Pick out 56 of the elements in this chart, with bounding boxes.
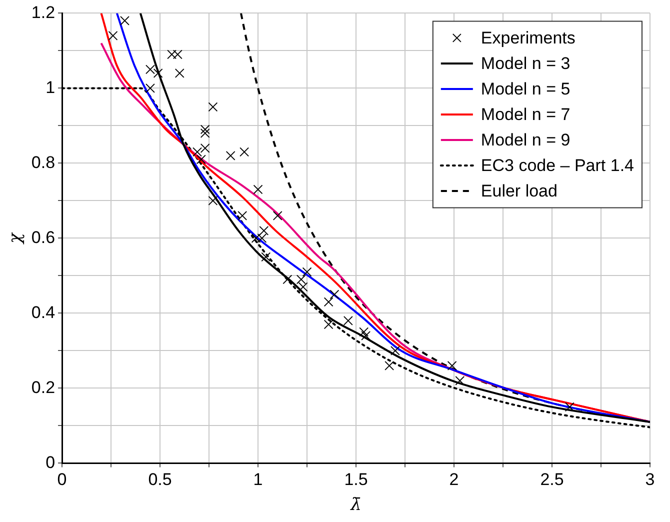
point xyxy=(455,376,465,386)
point xyxy=(447,360,457,370)
y-tick-label: 1 xyxy=(46,78,56,97)
legend-label: EC3 code – Part 1.4 xyxy=(480,156,634,176)
point xyxy=(238,210,248,220)
legend-label: Model n = 5 xyxy=(480,80,570,99)
legend-label: Model n = 3 xyxy=(480,54,570,74)
point xyxy=(200,128,210,138)
point xyxy=(192,147,202,157)
y-tick-label: 0.2 xyxy=(31,378,56,397)
y-tick-label: 0 xyxy=(46,452,56,472)
point xyxy=(564,402,574,412)
point xyxy=(145,83,155,93)
x-tick-label: 2 xyxy=(449,470,459,490)
point xyxy=(200,143,210,153)
point xyxy=(330,290,340,300)
y-tick-label: 1.2 xyxy=(31,2,56,22)
point xyxy=(108,30,118,40)
y-axis-title: χ xyxy=(6,231,26,244)
x-tick-label: 1 xyxy=(253,470,263,490)
point xyxy=(120,16,130,26)
point xyxy=(200,124,210,134)
legend-label: Euler load xyxy=(480,182,558,201)
legend-label: Model n = 7 xyxy=(480,105,570,124)
point xyxy=(324,297,334,307)
point xyxy=(361,330,371,340)
point xyxy=(359,327,369,337)
point xyxy=(253,184,263,194)
point xyxy=(167,50,177,60)
point xyxy=(343,316,353,326)
point xyxy=(240,147,250,157)
y-tick-label: 0.6 xyxy=(31,228,56,247)
legend-label: Experiments xyxy=(480,28,576,48)
x-axis-title: λ̄ xyxy=(350,495,362,516)
point xyxy=(272,210,282,220)
y-tick-label: 0.8 xyxy=(31,152,56,172)
point xyxy=(208,102,218,112)
point xyxy=(302,267,312,277)
y-tick-label: 0.4 xyxy=(31,302,56,322)
x-tick-label: 2.5 xyxy=(540,470,564,490)
point xyxy=(390,346,400,356)
point xyxy=(261,252,271,262)
point xyxy=(251,233,261,243)
x-tick-label: 1.5 xyxy=(344,470,368,490)
point xyxy=(384,360,394,370)
x-tick-label: 3 xyxy=(645,470,655,490)
point xyxy=(153,68,163,78)
point xyxy=(208,196,218,206)
point xyxy=(174,68,184,78)
legend-label: Model n = 9 xyxy=(480,130,570,150)
point xyxy=(324,320,334,330)
x-tick-label: 0.5 xyxy=(148,470,172,490)
point xyxy=(196,154,206,164)
point xyxy=(172,50,182,60)
point xyxy=(226,150,236,160)
point xyxy=(145,64,155,74)
